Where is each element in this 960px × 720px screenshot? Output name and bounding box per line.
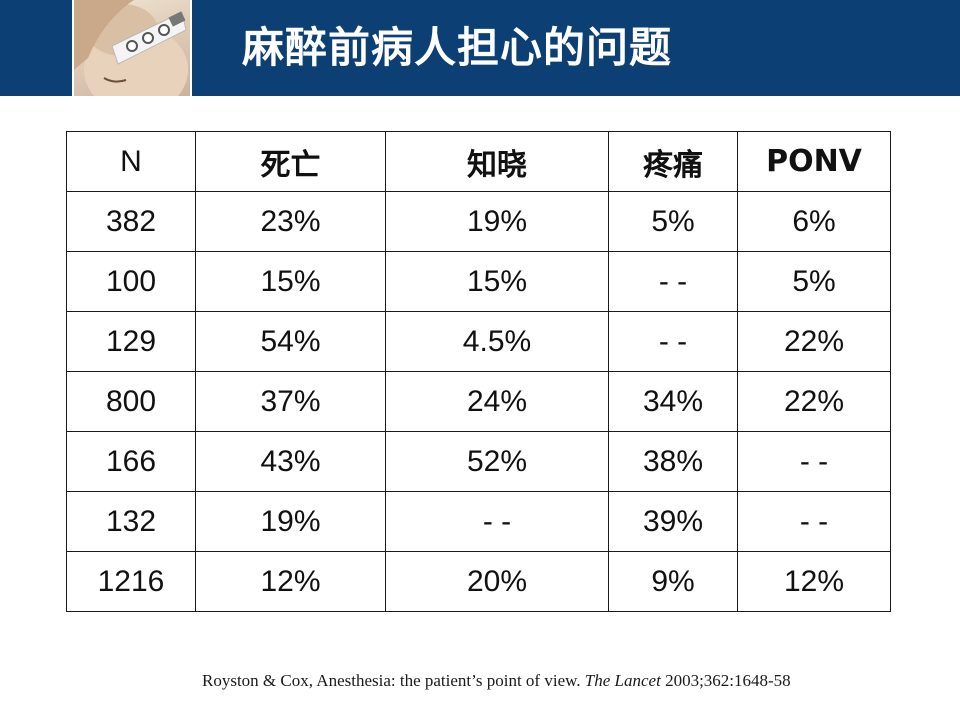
- cell-n: 100: [66, 251, 196, 312]
- cell-pain: 5%: [608, 191, 738, 252]
- results-table: N 死亡 知晓 疼痛 PONV 382 23% 19% 5% 6% 100 15…: [66, 131, 891, 612]
- table-row: 100 15% 15% - - 5%: [66, 251, 891, 312]
- citation-details: 2003;362:1648-58: [665, 671, 791, 690]
- cell-awareness: 15%: [385, 251, 609, 312]
- cell-awareness: 24%: [385, 371, 609, 432]
- cell-pain: 9%: [608, 551, 738, 612]
- cell-ponv: 6%: [737, 191, 891, 252]
- cell-awareness: 19%: [385, 191, 609, 252]
- cell-n: 382: [66, 191, 196, 252]
- cell-awareness: 20%: [385, 551, 609, 612]
- table-row: 129 54% 4.5% - - 22%: [66, 311, 891, 372]
- cell-pain: 38%: [608, 431, 738, 492]
- cell-pain: - -: [608, 251, 738, 312]
- cell-n: 129: [66, 311, 196, 372]
- cell-n: 800: [66, 371, 196, 432]
- cell-awareness: 4.5%: [385, 311, 609, 372]
- cell-death: 23%: [195, 191, 386, 252]
- cell-death: 15%: [195, 251, 386, 312]
- cell-ponv: 12%: [737, 551, 891, 612]
- patient-photo: [72, 0, 192, 96]
- cell-pain: 39%: [608, 491, 738, 552]
- cell-pain: 34%: [608, 371, 738, 432]
- cell-ponv: - -: [737, 431, 891, 492]
- cell-death: 19%: [195, 491, 386, 552]
- cell-awareness: 52%: [385, 431, 609, 492]
- cell-ponv: - -: [737, 491, 891, 552]
- cell-ponv: 22%: [737, 371, 891, 432]
- column-header-death: 死亡: [195, 131, 386, 192]
- cell-n: 132: [66, 491, 196, 552]
- patient-face-image: [74, 0, 188, 96]
- cell-death: 37%: [195, 371, 386, 432]
- table-row: 166 43% 52% 38% - -: [66, 431, 891, 492]
- table-row: 1216 12% 20% 9% 12%: [66, 551, 891, 612]
- slide-title: 麻醉前病人担心的问题: [242, 23, 673, 72]
- cell-death: 12%: [195, 551, 386, 612]
- column-header-n: N: [66, 131, 196, 192]
- cell-ponv: 5%: [737, 251, 891, 312]
- cell-n: 1216: [66, 551, 196, 612]
- cell-pain: - -: [608, 311, 738, 372]
- citation-text: Royston & Cox, Anesthesia: the patient’s…: [202, 671, 581, 690]
- citation-journal: The Lancet: [584, 671, 661, 690]
- column-header-ponv: PONV: [737, 131, 891, 192]
- table-row: 382 23% 19% 5% 6%: [66, 191, 891, 252]
- column-header-pain: 疼痛: [608, 131, 738, 192]
- cell-ponv: 22%: [737, 311, 891, 372]
- column-header-awareness: 知晓: [385, 131, 609, 192]
- cell-awareness: - -: [385, 491, 609, 552]
- table-row: 800 37% 24% 34% 22%: [66, 371, 891, 432]
- cell-death: 54%: [195, 311, 386, 372]
- cell-n: 166: [66, 431, 196, 492]
- citation: Royston & Cox, Anesthesia: the patient’s…: [202, 671, 791, 691]
- cell-death: 43%: [195, 431, 386, 492]
- table-header-row: N 死亡 知晓 疼痛 PONV: [66, 131, 891, 192]
- table-row: 132 19% - - 39% - -: [66, 491, 891, 552]
